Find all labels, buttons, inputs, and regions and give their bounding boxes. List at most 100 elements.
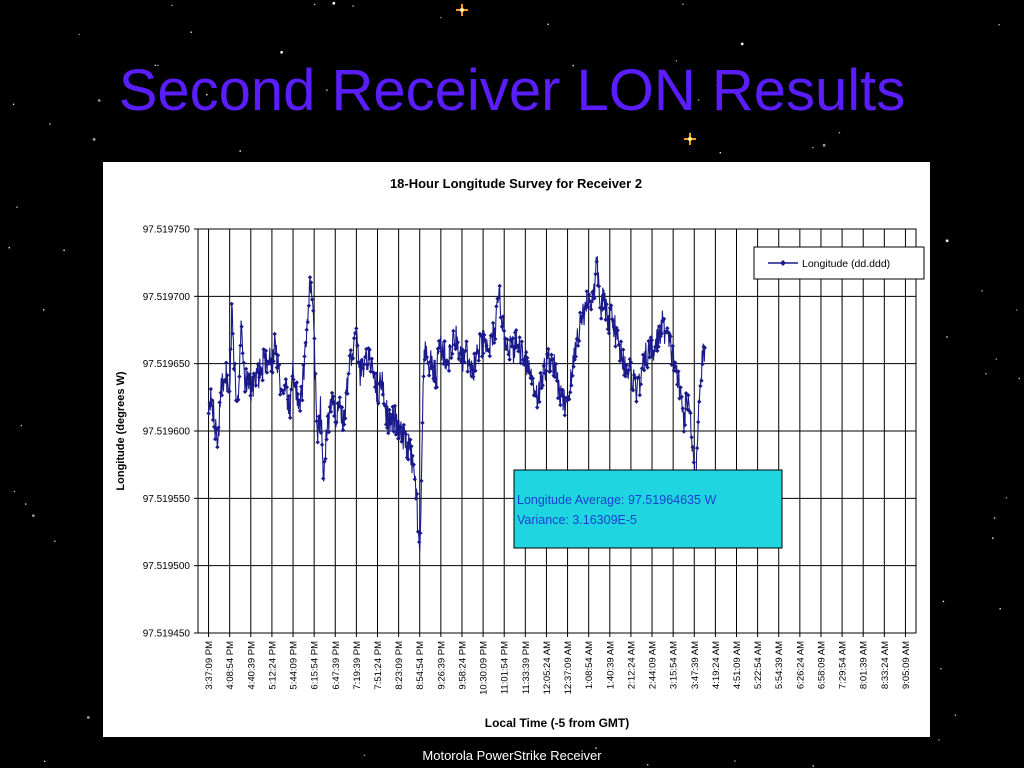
data-point-marker xyxy=(669,362,674,367)
y-tick-label: 97.519700 xyxy=(143,292,191,303)
data-point-marker xyxy=(278,392,283,397)
data-point-marker xyxy=(699,378,704,383)
data-point-marker xyxy=(516,349,521,354)
data-point-marker xyxy=(334,420,339,425)
data-point-marker xyxy=(603,317,608,322)
data-point-marker xyxy=(649,338,655,343)
data-point-marker xyxy=(648,335,653,340)
data-point-marker xyxy=(343,416,348,421)
data-point-marker xyxy=(624,363,629,368)
data-point-marker xyxy=(281,391,286,396)
data-point-marker xyxy=(410,453,415,459)
star xyxy=(940,667,942,670)
data-point-marker xyxy=(219,393,224,398)
data-point-marker xyxy=(458,359,464,364)
star xyxy=(992,537,994,539)
data-point-marker xyxy=(257,375,262,380)
data-point-marker xyxy=(670,343,675,349)
data-point-marker xyxy=(363,354,368,360)
star xyxy=(54,540,56,542)
data-point-marker xyxy=(675,382,680,387)
x-tick-label: 11:01:54 PM xyxy=(500,641,511,694)
data-point-marker xyxy=(348,348,353,353)
star xyxy=(716,84,718,87)
x-tick-label: 6:58:09 AM xyxy=(816,641,827,689)
data-point-marker xyxy=(599,316,604,321)
data-point-marker xyxy=(490,320,496,326)
data-point-marker xyxy=(456,356,462,361)
data-point-marker xyxy=(376,401,381,406)
star xyxy=(92,138,96,141)
data-point-marker xyxy=(315,440,320,445)
x-tick-label: 5:44:09 PM xyxy=(289,641,300,690)
x-tick-label: 6:15:54 PM xyxy=(310,641,321,690)
data-point-marker xyxy=(325,414,330,419)
data-point-marker xyxy=(207,401,212,406)
data-point-marker xyxy=(228,347,233,352)
data-point-marker xyxy=(286,393,292,399)
data-point-marker xyxy=(211,424,217,430)
data-point-marker xyxy=(374,371,379,376)
data-point-marker xyxy=(424,355,430,360)
x-tick-label: 5:22:54 AM xyxy=(753,641,764,689)
data-point-marker xyxy=(634,399,639,404)
data-point-marker xyxy=(597,305,603,310)
star xyxy=(682,3,684,5)
data-point-marker xyxy=(450,351,455,356)
data-point-marker xyxy=(527,370,532,376)
star xyxy=(946,336,948,338)
x-tick-label: 4:19:24 AM xyxy=(711,641,722,689)
data-point-marker xyxy=(642,368,647,373)
data-point-marker xyxy=(615,328,620,333)
data-point-marker xyxy=(658,334,663,339)
star xyxy=(78,33,80,36)
data-point-marker xyxy=(696,419,701,425)
data-point-marker xyxy=(345,391,350,396)
star xyxy=(697,99,700,101)
data-point-marker xyxy=(637,392,642,398)
data-point-marker xyxy=(249,379,254,384)
data-point-marker xyxy=(653,344,658,350)
data-point-marker xyxy=(632,372,637,378)
star xyxy=(326,89,328,91)
star xyxy=(822,143,826,147)
data-point-marker xyxy=(372,384,378,390)
star xyxy=(206,93,208,96)
star xyxy=(583,87,585,90)
data-point-marker xyxy=(225,373,230,378)
y-axis-title: Longitude (degrees W) xyxy=(115,371,127,491)
data-point-marker xyxy=(240,351,245,356)
data-point-marker xyxy=(446,368,452,373)
data-point-marker xyxy=(493,336,498,342)
data-point-marker xyxy=(535,405,540,410)
data-point-marker xyxy=(664,329,669,335)
legend-marker xyxy=(780,260,786,266)
data-point-marker xyxy=(359,357,364,363)
data-point-marker xyxy=(209,398,215,403)
data-point-marker xyxy=(371,370,377,376)
data-point-marker xyxy=(409,444,414,449)
data-point-marker xyxy=(263,348,269,353)
data-point-marker xyxy=(442,339,447,344)
data-point-marker xyxy=(618,339,624,344)
x-axis-title: Local Time (-5 from GMT) xyxy=(485,716,629,730)
data-point-marker xyxy=(288,415,293,420)
star xyxy=(740,42,744,46)
data-point-marker xyxy=(355,343,360,348)
x-tick-label: 8:33:24 AM xyxy=(880,641,891,689)
data-point-marker xyxy=(420,420,425,426)
data-point-marker xyxy=(661,316,667,322)
data-point-marker xyxy=(383,422,389,427)
data-point-marker xyxy=(453,346,458,352)
data-point-marker xyxy=(432,379,437,384)
data-point-marker xyxy=(636,375,641,380)
data-point-marker xyxy=(596,284,602,289)
data-point-marker xyxy=(570,373,575,378)
data-point-marker xyxy=(452,342,457,347)
star xyxy=(313,3,316,6)
data-point-marker xyxy=(403,432,409,437)
star xyxy=(998,23,1000,26)
data-point-marker xyxy=(504,346,509,352)
x-tick-label: 3:15:54 AM xyxy=(669,641,680,689)
star xyxy=(8,246,10,249)
